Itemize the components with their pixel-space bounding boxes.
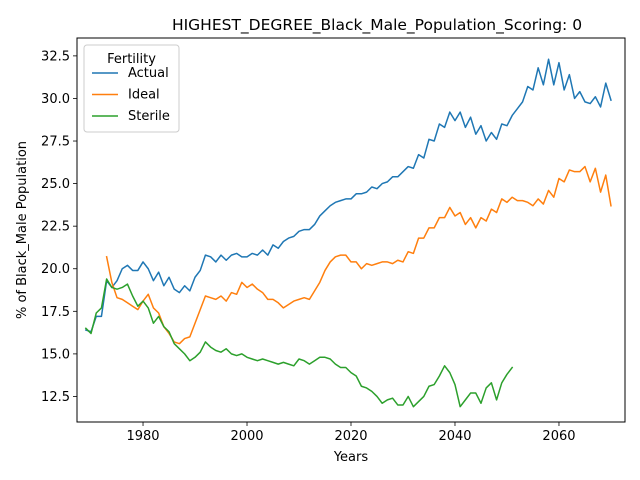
x-tick-label: 1980: [126, 429, 159, 444]
y-axis-label: % of Black_Male Population: [15, 141, 30, 319]
legend-box: [83, 44, 180, 133]
y-tick-label: 32.5: [41, 49, 70, 64]
series-line-sterile: [84, 278, 514, 408]
y-tick-label: 12.5: [41, 390, 70, 405]
x-tick-label: 2060: [542, 429, 575, 444]
legend-label-sterile: Sterile: [128, 109, 170, 124]
x-axis: 1980 2000 2020 2040 2060: [126, 422, 576, 444]
x-tick-label: 2020: [334, 429, 367, 444]
x-tick-label: 2040: [438, 429, 471, 444]
x-axis-label: Years: [333, 450, 369, 465]
legend-label-actual: Actual: [128, 66, 169, 81]
legend: Fertility Actual Ideal Sterile: [83, 44, 180, 133]
y-axis: 12.5 15.0 17.5 20.0 22.5 25.0 27.5 30.0 32.5: [41, 49, 77, 405]
plot-lines: [84, 58, 612, 408]
series-line-ideal: [105, 165, 612, 345]
y-tick-label: 27.5: [41, 135, 70, 150]
y-tick-label: 22.5: [41, 220, 70, 235]
y-tick-label: 30.0: [41, 92, 70, 107]
legend-entries: Actual Ideal Sterile: [92, 66, 170, 124]
legend-label-ideal: Ideal: [128, 88, 160, 103]
series-line-actual: [84, 58, 612, 333]
legend-title: Fertility: [107, 52, 156, 67]
x-tick-label: 2000: [230, 429, 263, 444]
y-tick-label: 25.0: [41, 177, 70, 192]
y-tick-label: 20.0: [41, 262, 70, 277]
chart-title: HIGHEST_DEGREE_Black_Male_Population_Sco…: [172, 16, 582, 35]
y-tick-label: 15.0: [41, 347, 70, 362]
y-tick-label: 17.5: [41, 305, 70, 320]
